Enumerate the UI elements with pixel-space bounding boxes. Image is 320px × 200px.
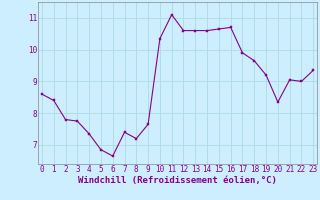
X-axis label: Windchill (Refroidissement éolien,°C): Windchill (Refroidissement éolien,°C) bbox=[78, 176, 277, 185]
